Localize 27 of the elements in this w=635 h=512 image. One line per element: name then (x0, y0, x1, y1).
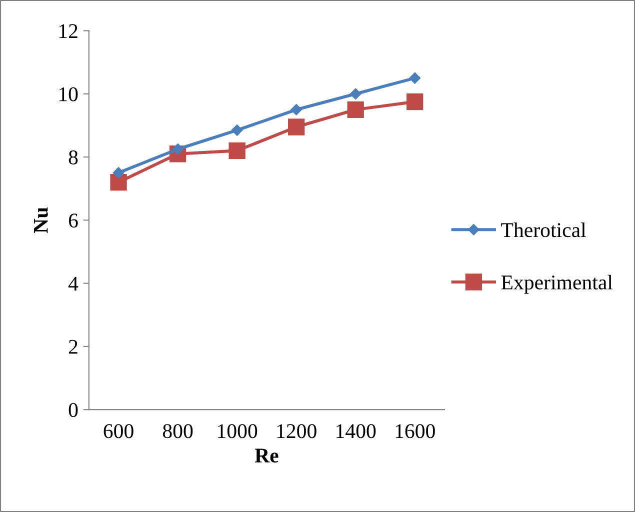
y-tick-label: 12 (59, 24, 78, 38)
point (110, 174, 127, 191)
x-tick-label: 600 (104, 424, 134, 438)
x-tick-label: 800 (162, 424, 193, 438)
y-tick-label: 4 (68, 276, 78, 291)
point (290, 104, 302, 116)
x-tick-label: 1400 (336, 424, 376, 438)
x-tick-label: 1200 (277, 424, 316, 438)
point (409, 72, 420, 84)
x-tick-label: 1000 (218, 424, 258, 438)
point (347, 101, 364, 118)
point (406, 93, 424, 110)
point (112, 167, 124, 178)
y-axis-title: Nu (34, 207, 48, 234)
point (231, 124, 243, 136)
y-tick-label: 8 (68, 150, 78, 164)
y-tick-label: 6 (68, 214, 78, 228)
point (350, 88, 362, 100)
x-tick-label: 1600 (396, 424, 435, 438)
point (288, 118, 305, 136)
y-tick-label: 2 (68, 340, 78, 354)
legend-label: Experimental (501, 274, 613, 294)
y-tick-label: 10 (59, 87, 78, 102)
y-tick-label: 0 (68, 402, 78, 418)
point (228, 142, 246, 160)
legend-label: Therotical (501, 222, 586, 238)
x-axis-title: Re (254, 448, 278, 463)
